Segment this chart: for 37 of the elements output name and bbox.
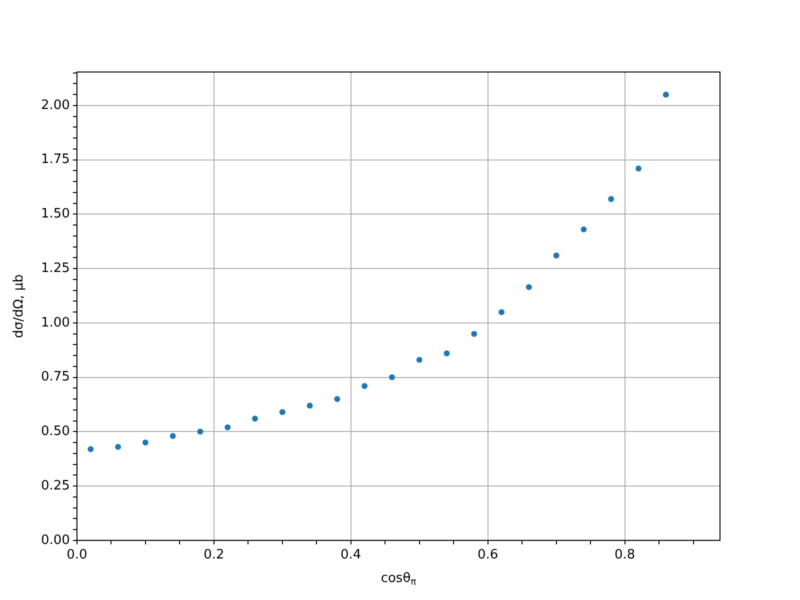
- y-tick-label: 0.50: [40, 424, 70, 440]
- point: [224, 424, 231, 430]
- point: [526, 284, 532, 290]
- point: [416, 356, 422, 363]
- point: [115, 444, 122, 450]
- y-tick-label: 0.75: [40, 370, 70, 385]
- point: [608, 196, 614, 202]
- point: [636, 166, 642, 172]
- point: [306, 402, 313, 409]
- y-axis-title: dσ/dΩ, μb: [11, 274, 26, 338]
- x-tick-label: 0.4: [340, 548, 362, 563]
- x-tick-label: 0.0: [66, 548, 88, 563]
- y-tick-label: 1.25: [40, 260, 70, 276]
- point: [662, 92, 669, 98]
- y-tick-label: 2.00: [40, 98, 70, 113]
- point: [142, 440, 148, 446]
- x-tick-label: 0.8: [614, 548, 636, 563]
- x-tick-label: 0.2: [204, 548, 224, 563]
- point: [362, 383, 368, 390]
- y-tick-label: 1.00: [40, 315, 70, 330]
- point: [252, 416, 258, 422]
- y-tick-label: 1.50: [40, 206, 70, 222]
- point: [279, 409, 286, 416]
- point: [88, 446, 94, 452]
- point: [170, 433, 176, 440]
- point: [197, 428, 204, 435]
- y-tick-label: 1.75: [40, 152, 70, 168]
- point: [498, 309, 505, 316]
- point: [553, 252, 560, 259]
- x-tick-label: 0.6: [478, 548, 498, 563]
- point: [334, 396, 340, 402]
- y-tick-label: 0.00: [40, 532, 70, 548]
- point: [388, 374, 395, 380]
- point: [444, 350, 450, 356]
- y-tick-label: 0.25: [40, 478, 70, 494]
- point: [471, 330, 478, 337]
- point: [580, 226, 587, 232]
